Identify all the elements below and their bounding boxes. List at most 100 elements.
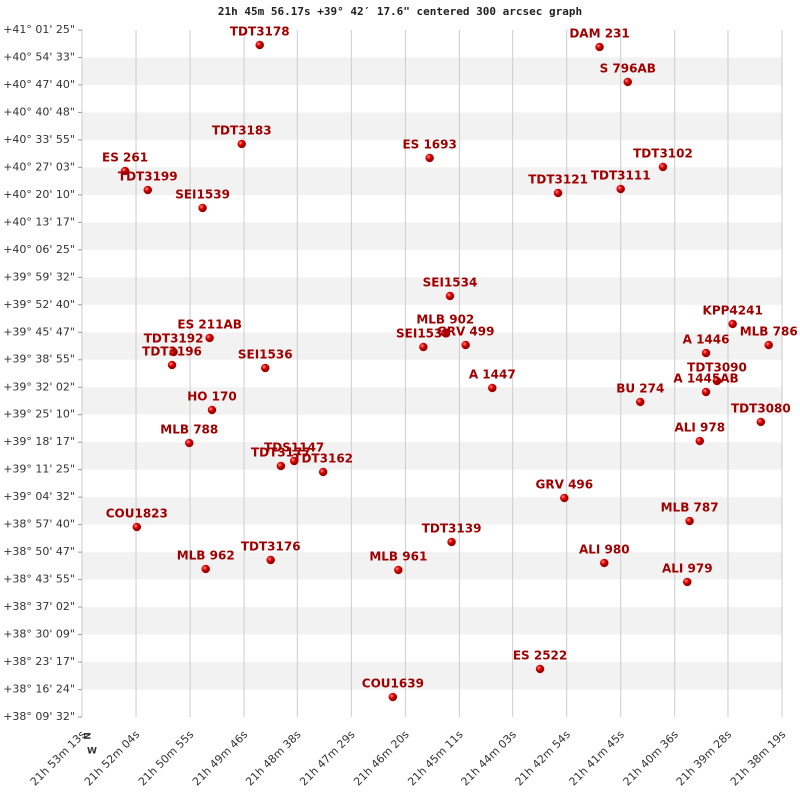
stripe <box>82 442 782 470</box>
stripe <box>82 552 782 580</box>
y-tick-label: +40° 27' 03" <box>3 160 75 173</box>
star-label: ES 1693 <box>402 137 456 151</box>
star-label: MLB 787 <box>661 501 719 515</box>
stripe <box>82 497 782 525</box>
star-label: S 796AB <box>600 61 656 75</box>
y-tick-label: +38° 30' 09" <box>3 628 75 641</box>
star-point <box>756 417 766 427</box>
star-label: TDT3183 <box>212 123 272 137</box>
star-label: TDT3162 <box>293 451 353 465</box>
star-label: ALI 979 <box>662 561 713 575</box>
star-label: MLB 902 <box>416 312 474 326</box>
star-point <box>764 340 773 350</box>
star-label: COU1639 <box>362 677 424 691</box>
star-point <box>318 467 328 477</box>
y-tick-label: +41° 01' 25" <box>3 23 75 36</box>
x-tick-label: 21h 38m 19s <box>728 728 789 789</box>
star-point <box>207 405 217 415</box>
x-tick-label: 21h 50m 55s <box>136 728 197 789</box>
star-point <box>701 387 711 397</box>
star-label: TDT3102 <box>633 146 693 160</box>
x-tick-label: 21h 42m 54s <box>513 728 574 789</box>
star-label: KPP4241 <box>703 303 763 317</box>
star-point <box>445 291 455 301</box>
y-tick-label: +39° 11' 25" <box>3 463 75 476</box>
star-point <box>255 40 264 50</box>
star-point <box>600 558 609 568</box>
star-point <box>616 184 625 194</box>
star-point <box>712 376 722 386</box>
star-label: MLB 962 <box>177 548 235 562</box>
star-point <box>728 319 737 329</box>
y-tick-label: +40° 13' 17" <box>3 215 75 228</box>
star-point <box>447 537 456 547</box>
chart-title: 21h 45m 56.17s +39° 42′ 17.6" centered 3… <box>218 5 582 18</box>
stripe <box>82 332 782 360</box>
y-tick-label: +40° 33' 55" <box>3 133 75 146</box>
y-tick-label: +38° 37' 02" <box>3 600 75 613</box>
star-label: SEI1535 <box>396 327 451 341</box>
star-point <box>595 42 604 52</box>
y-tick-label: +38° 57' 40" <box>3 518 75 531</box>
star-label: MLB 788 <box>160 423 218 437</box>
star-point <box>394 565 403 575</box>
star-label: A 1447 <box>469 367 516 381</box>
star-label: TDT3196 <box>142 345 202 359</box>
star-point <box>685 516 694 526</box>
star-point <box>683 577 692 587</box>
background <box>81 30 783 717</box>
star-point <box>260 363 270 373</box>
star-label: SEI1534 <box>423 275 478 289</box>
star-label: MLB 786 <box>740 325 798 339</box>
compass-north: N <box>84 732 94 740</box>
star-label: BU 274 <box>616 381 664 395</box>
star-label: DAM 231 <box>569 26 629 40</box>
star-point <box>553 188 563 198</box>
y-tick-label: +39° 38' 55" <box>3 353 75 366</box>
stripe <box>82 167 782 195</box>
y-tick-label: +39° 45' 47" <box>3 325 75 338</box>
star-point <box>419 342 428 352</box>
star-point <box>441 328 450 338</box>
x-tick-label: 21h 44m 03s <box>459 728 520 789</box>
x-tick-label: 21h 46m 20s <box>351 728 412 789</box>
x-tick-label: 21h 40m 36s <box>621 728 682 789</box>
x-tick-label: 21h 49m 46s <box>190 728 251 789</box>
star-label: TDT3192 <box>144 332 204 346</box>
star-label: TDT3177 <box>251 445 311 459</box>
x-tick-label: 21h 47m 29s <box>297 728 358 789</box>
y-tick-label: +39° 52' 40" <box>3 298 75 311</box>
star-label: TDT3121 <box>528 173 588 187</box>
star-point <box>120 166 130 176</box>
star-label: GRV 499 <box>437 325 495 339</box>
star-label: TDT3111 <box>591 169 651 183</box>
star-label: ES 2522 <box>513 648 567 662</box>
star-point <box>167 360 177 370</box>
x-tick-label: 21h 45m 11s <box>405 728 466 789</box>
star-label: A 1445AB <box>673 371 738 385</box>
star-point <box>388 692 398 702</box>
star-point <box>488 383 497 393</box>
star-label: A 1446 <box>683 333 730 347</box>
star-label: TDT3139 <box>422 522 482 536</box>
star-point <box>201 564 210 574</box>
y-tick-label: +38° 43' 55" <box>3 573 75 586</box>
stripe <box>82 222 782 250</box>
star-label: TDS1147 <box>264 440 324 454</box>
star-point <box>535 664 545 674</box>
star-point <box>169 347 178 357</box>
star-point <box>266 555 275 565</box>
star-point <box>695 436 705 446</box>
star-label: GRV 496 <box>536 477 594 491</box>
star-label: TDT3080 <box>731 401 791 415</box>
x-tick-label: 21h 39m 28s <box>674 728 735 789</box>
y-tick-label: +38° 23' 17" <box>3 655 75 668</box>
y-tick-label: +40° 06' 25" <box>3 243 75 256</box>
star-point <box>636 397 645 407</box>
star-point <box>461 340 470 350</box>
star-point <box>658 162 668 172</box>
star-label: TDT3199 <box>118 170 178 184</box>
y-tick-label: +39° 25' 10" <box>3 408 75 421</box>
stripe <box>82 112 782 140</box>
